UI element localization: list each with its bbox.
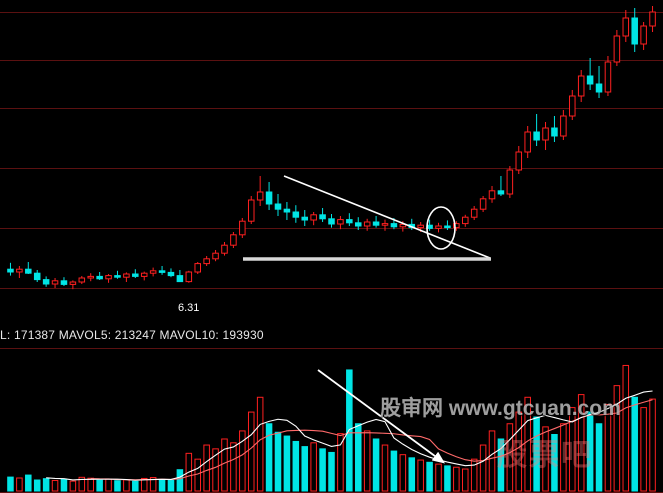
volume-bar-series bbox=[7, 364, 656, 492]
site-watermark-secondary: 股票吧 bbox=[497, 439, 593, 472]
price-gridline bbox=[0, 60, 663, 61]
breakout-circle-marker bbox=[426, 206, 456, 250]
volume-shrink-arrow bbox=[317, 369, 446, 464]
price-panel: 6.31 bbox=[0, 6, 663, 314]
price-gridline bbox=[0, 12, 663, 13]
volume-panel bbox=[0, 348, 663, 493]
price-gridline bbox=[0, 288, 663, 289]
downtrend-resistance-line bbox=[283, 175, 491, 259]
price-gridline bbox=[0, 228, 663, 229]
volume-annotation-layer bbox=[317, 369, 446, 464]
price-gridline bbox=[0, 168, 663, 169]
volume-gridline bbox=[0, 348, 663, 349]
site-watermark: 股审网 www.gtcuan.com bbox=[380, 397, 621, 420]
volume-indicator-readout: L: 171387 MAVOL5: 213247 MAVOL10: 193930 bbox=[0, 328, 264, 342]
price-annotation-layer bbox=[243, 175, 491, 261]
price-value-label: 6.31 bbox=[178, 302, 200, 314]
volume-info-bar bbox=[0, 326, 663, 348]
price-gridline bbox=[0, 108, 663, 109]
